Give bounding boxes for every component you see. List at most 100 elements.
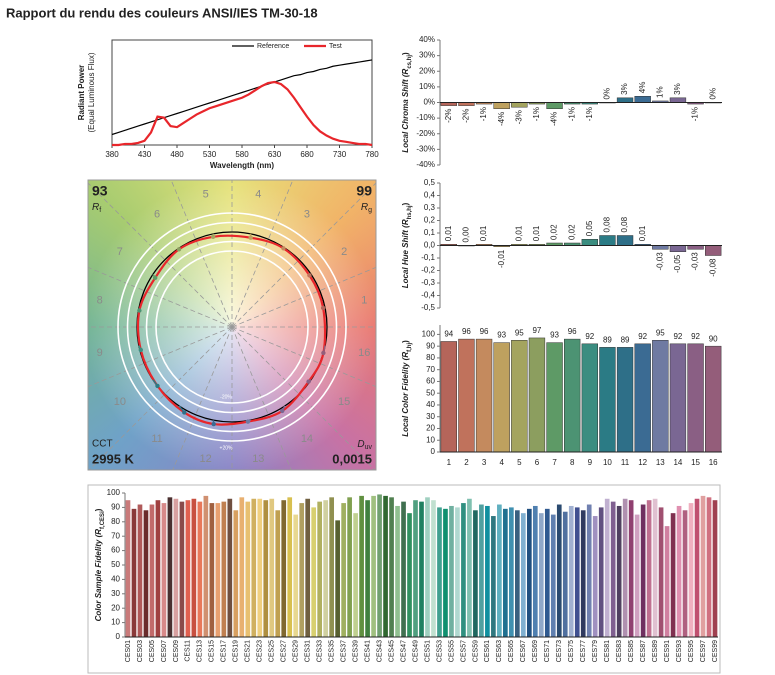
- symbol-end: ): [401, 202, 410, 205]
- data-label: 0,02: [567, 224, 576, 240]
- data-label: 95: [656, 328, 665, 337]
- bar: [604, 498, 610, 637]
- scale-label: -20%: [220, 394, 232, 400]
- bar: [564, 338, 581, 453]
- bar: [257, 498, 263, 637]
- shift-arrow-head: [137, 308, 142, 313]
- bar: [377, 494, 382, 637]
- bar: [634, 343, 651, 453]
- x-tick-label: CES87: [640, 640, 647, 662]
- bar: [599, 347, 616, 453]
- bar: [263, 500, 269, 637]
- x-tick-label: CES75: [568, 640, 575, 662]
- x-tick-label: 11: [621, 458, 630, 467]
- fidelity-index: 93: [92, 183, 108, 199]
- y-tick-label: -0,2: [421, 266, 435, 275]
- y-tick-label: 30%: [419, 51, 435, 60]
- shift-arrow-head: [155, 383, 160, 389]
- bar: [622, 498, 628, 637]
- y-axis-title: Radiant Power: [77, 65, 86, 121]
- shift-arrow-head: [210, 234, 216, 240]
- gamut-index: 99: [356, 183, 372, 199]
- shift-arrow-head: [138, 347, 143, 353]
- bar: [544, 508, 550, 637]
- bar: [179, 501, 185, 637]
- bar: [538, 513, 544, 637]
- shift-arrow-head: [281, 246, 286, 251]
- bar: [383, 495, 388, 637]
- y-tick-label: 40%: [419, 35, 435, 44]
- data-label: 96: [462, 327, 471, 336]
- bar: [520, 513, 526, 637]
- y-tick-label: -20%: [416, 129, 435, 138]
- bar: [687, 343, 704, 453]
- bar: [143, 510, 149, 637]
- x-tick-label: 8: [570, 458, 575, 467]
- hue-bin-label: 9: [97, 347, 103, 359]
- data-label: -0,03: [655, 252, 664, 271]
- data-label: 93: [550, 331, 559, 340]
- bar: [371, 495, 376, 637]
- hue-bin-boundary: [231, 326, 292, 470]
- bar: [616, 235, 634, 246]
- symbol-main: D: [357, 439, 364, 450]
- reference-ring: [126, 221, 338, 433]
- data-label: 92: [585, 332, 594, 341]
- bar: [485, 505, 490, 637]
- data-label: 90: [709, 334, 718, 343]
- reference-ring: [155, 250, 309, 404]
- y-axis-title: (Equal Luminous Flux): [87, 52, 96, 132]
- x-tick-label: 680: [300, 150, 314, 159]
- x-tick-label: CES81: [604, 640, 611, 662]
- y-tick-label: 50: [426, 388, 435, 397]
- bar: [616, 505, 622, 637]
- bar: [197, 501, 203, 637]
- y-tick-label: 10: [111, 618, 120, 627]
- y-tick-label: 0: [116, 632, 121, 641]
- data-label: 92: [673, 332, 682, 341]
- bar: [574, 507, 580, 637]
- bar: [586, 504, 592, 637]
- data-label: 92: [638, 332, 647, 341]
- x-tick-label: CES65: [508, 640, 515, 662]
- bar: [688, 503, 694, 637]
- y-tick-label: 0,4: [424, 191, 436, 200]
- x-tick-label: 530: [203, 150, 217, 159]
- x-tick-label: CES43: [376, 640, 383, 662]
- x-tick-label: CES39: [352, 640, 359, 662]
- data-label: -2%: [462, 109, 471, 123]
- bar: [461, 503, 466, 637]
- x-tick-label: 580: [235, 150, 249, 159]
- symbol-main: Local Hue Shift (R: [401, 219, 410, 288]
- data-label: -2%: [444, 109, 453, 123]
- chart-frame: [87, 484, 721, 674]
- hue-bin-label: 14: [301, 433, 313, 445]
- symbol-end: ): [94, 508, 103, 511]
- x-tick-label: CES15: [209, 640, 216, 662]
- bar: [652, 340, 669, 453]
- data-label: 96: [480, 327, 489, 336]
- data-label: -0,05: [673, 254, 682, 273]
- bar: [365, 500, 370, 637]
- symbol-main: Color Sample Fidelity (R: [94, 529, 103, 622]
- hue-bin-boundary: [231, 326, 376, 388]
- data-label: 0,01: [638, 225, 647, 241]
- symbol: Duv: [357, 439, 372, 452]
- x-tick-label: CES57: [460, 640, 467, 662]
- x-tick-label: CES25: [269, 640, 276, 662]
- bar: [281, 500, 287, 637]
- data-label: 4%: [638, 82, 647, 94]
- bar: [473, 510, 478, 637]
- x-tick-label: 5: [517, 458, 522, 467]
- data-label: -1%: [567, 107, 576, 121]
- x-axis-title: Wavelength (nm): [210, 161, 274, 170]
- bar: [670, 513, 676, 637]
- y-tick-label: 20%: [419, 66, 435, 75]
- bar: [581, 343, 598, 453]
- y-tick-label: 0,3: [424, 203, 436, 212]
- bar: [233, 510, 239, 637]
- symbol-end: ): [401, 340, 410, 343]
- y-tick-label: 10%: [419, 82, 435, 91]
- y-tick-label: 0,1: [424, 228, 436, 237]
- x-tick-label: 4: [499, 458, 504, 467]
